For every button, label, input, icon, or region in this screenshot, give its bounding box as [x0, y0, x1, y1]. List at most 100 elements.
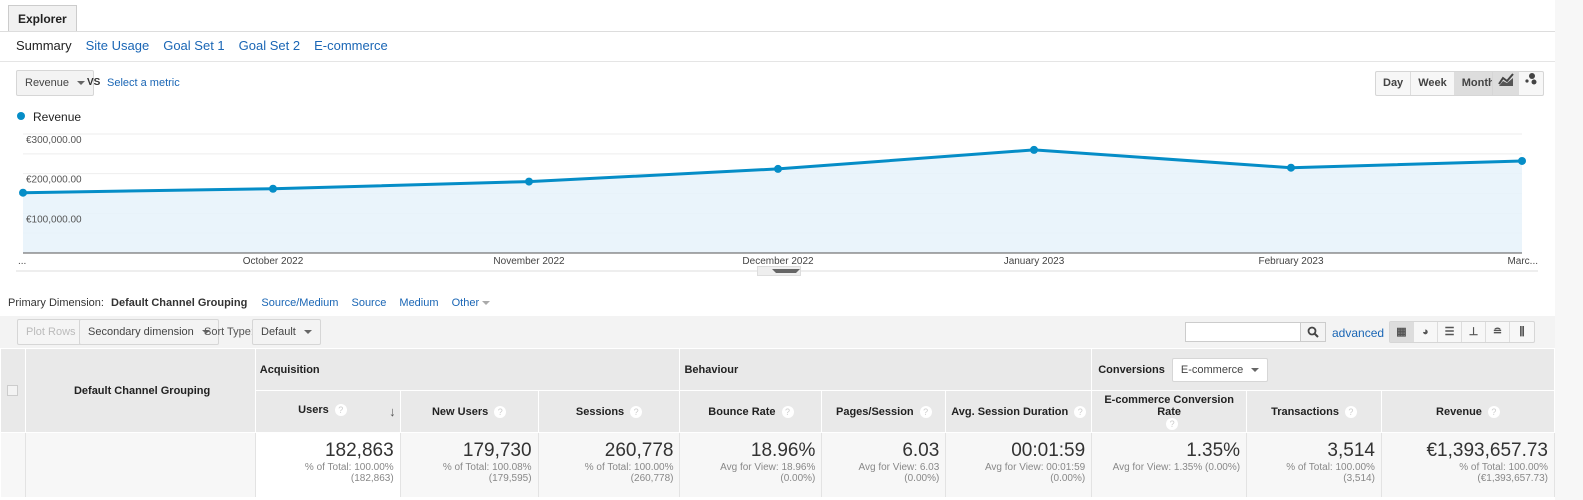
column-header-e-commerce-conversion-rate[interactable]: E-commerce Conversion Rate? — [1091, 390, 1248, 433]
total-sub: Avg for View: 6.03 — [858, 462, 940, 473]
data-point[interactable] — [774, 164, 782, 173]
x-tick-label: Marc... — [1507, 256, 1538, 267]
dimension-source[interactable]: Source — [351, 297, 387, 309]
column-header-revenue[interactable]: Revenue? — [1380, 390, 1556, 433]
nav-ecommerce[interactable]: E-commerce — [314, 38, 388, 53]
help-icon[interactable]: ? — [334, 404, 347, 416]
select-all-cell — [0, 348, 26, 433]
comparison-icon[interactable]: ⊥ — [1462, 322, 1486, 342]
total-sub: Avg for View: 1.35% (0.00%) — [1112, 462, 1241, 473]
pivot-icon[interactable]: ⫼ — [1519, 326, 1525, 338]
dimension-default-channel-grouping[interactable]: Default Channel Grouping — [111, 297, 248, 309]
term-cloud-icon[interactable]: ≘ — [1486, 322, 1510, 342]
advanced-link[interactable]: advanced — [1332, 326, 1385, 340]
table-search-input[interactable] — [1185, 322, 1301, 342]
column-label: Revenue — [1436, 405, 1482, 418]
dimension-other[interactable]: Other — [451, 297, 480, 309]
total-value: 18.96% — [750, 440, 816, 461]
column-header-bounce-rate[interactable]: Bounce Rate? — [679, 390, 823, 433]
conversions-value: E-commerce — [1180, 363, 1244, 376]
total-sub: Avg for View: 18.96% — [720, 462, 816, 473]
sort-type-label: Sort Type: — [204, 326, 254, 338]
week-button[interactable]: Week — [1411, 72, 1455, 95]
caret-down-icon — [303, 330, 312, 335]
pie-icon[interactable]: ◕ — [1414, 322, 1438, 342]
column-label: Bounce Rate — [708, 405, 776, 418]
column-header-pages-session[interactable]: Pages/Session? — [821, 390, 947, 433]
caret-down-icon — [772, 269, 800, 273]
total-sub: % of Total: 100.00% — [1286, 462, 1375, 473]
column-header-transactions[interactable]: Transactions? — [1246, 390, 1382, 433]
nav-goal-set-1[interactable]: Goal Set 1 — [163, 38, 225, 53]
help-icon[interactable]: ? — [1344, 405, 1357, 418]
grid-icon[interactable]: ▦ — [1390, 322, 1414, 342]
conversions-dropdown[interactable]: E-commerce — [1171, 357, 1269, 382]
table-view-toggle: ▦ ◕ ☰ ⊥ ≘ ⫼ — [1389, 321, 1535, 343]
metric-dropdown[interactable]: Revenue — [16, 70, 95, 96]
bar-icon[interactable]: ☰ — [1438, 322, 1462, 342]
column-label: E-commerce Conversion Rate — [1104, 393, 1234, 418]
total-pages-session: 6.03 Avg for View: 6.03 (0.00%) — [821, 432, 947, 497]
help-icon[interactable]: ? — [494, 405, 507, 418]
data-point[interactable] — [269, 184, 277, 193]
x-tick-label: January 2023 — [1004, 256, 1065, 267]
x-tick-label: October 2022 — [243, 256, 304, 267]
legend-revenue[interactable]: Revenue — [33, 110, 82, 124]
total-sub: Avg for View: 00:01:59 — [984, 462, 1086, 473]
legend-dot-icon — [17, 112, 25, 120]
total-bounce-rate: 18.96% Avg for View: 18.96% (0.00%) — [679, 432, 823, 497]
revenue-chart: €100,000.00 €200,000.00 €300,000.00... Octo… — [16, 133, 1538, 272]
column-header-sessions[interactable]: Sessions? — [537, 390, 681, 433]
chart-type-toggle — [1492, 71, 1544, 96]
help-icon[interactable]: ? — [781, 405, 794, 418]
help-icon[interactable]: ? — [1074, 405, 1087, 418]
caret-down-icon — [201, 330, 210, 335]
nav-site-usage[interactable]: Site Usage — [85, 38, 150, 53]
total-users: 182,863% of Total: 100.00% (182,863) — [255, 432, 401, 497]
motion-chart-icon[interactable] — [1519, 72, 1543, 95]
tab-explorer[interactable]: Explorer — [8, 5, 77, 32]
report-table: Default Channel Grouping Acquisition Beh… — [0, 348, 1556, 497]
nav-goal-set-2[interactable]: Goal Set 2 — [238, 38, 301, 53]
help-icon[interactable]: ? — [919, 405, 932, 418]
data-point[interactable] — [1518, 156, 1526, 165]
sort-type-dropdown[interactable]: Default — [252, 319, 321, 345]
dimension-medium[interactable]: Medium — [399, 297, 439, 309]
help-icon[interactable]: ? — [1487, 405, 1500, 418]
caret-down-icon — [1251, 367, 1260, 372]
nav-summary[interactable]: Summary — [16, 38, 72, 53]
divider — [0, 31, 1555, 32]
day-button[interactable]: Day — [1376, 72, 1412, 95]
divider — [0, 61, 1555, 62]
column-header-users[interactable]: Users? ↓ — [254, 390, 401, 433]
group-behaviour: Behaviour — [679, 348, 1093, 391]
total-sub: (179,595) — [488, 473, 532, 484]
sort-type-value: Default — [261, 326, 296, 338]
month-button[interactable]: Month — [1454, 72, 1502, 95]
total-sub: (0.00%) — [780, 473, 816, 484]
select-metric-link[interactable]: Select a metric — [107, 77, 180, 89]
sort-desc-arrow-icon[interactable]: ↓ — [389, 404, 396, 419]
x-tick-label: November 2022 — [493, 256, 565, 267]
secondary-dimension-dropdown[interactable]: Secondary dimension — [79, 319, 219, 345]
column-label: Users — [298, 404, 329, 416]
chart-collapse-handle[interactable] — [757, 266, 801, 276]
select-all-checkbox[interactable] — [7, 385, 19, 396]
dimension-source-medium[interactable]: Source/Medium — [261, 297, 339, 309]
checkbox-cell — [0, 432, 26, 497]
plot-rows-button[interactable]: Plot Rows — [17, 319, 85, 345]
help-icon[interactable]: ? — [630, 405, 643, 418]
x-tick-label: February 2023 — [1258, 256, 1323, 267]
column-header-avg-session-duration[interactable]: Avg. Session Duration? — [945, 390, 1093, 433]
search-button[interactable] — [1300, 322, 1326, 342]
data-point[interactable] — [1030, 145, 1038, 154]
total-transactions: 3,514% of Total: 100.00% (3,514) — [1246, 432, 1382, 497]
column-header-new-users[interactable]: New Users? — [399, 390, 539, 433]
data-point[interactable] — [525, 177, 533, 186]
total-sessions: 260,778% of Total: 100.00% (260,778) — [538, 432, 681, 497]
total-value: 179,730 — [462, 440, 532, 461]
help-icon[interactable]: ? — [1166, 417, 1179, 430]
line-chart-icon[interactable] — [1493, 72, 1519, 95]
data-point[interactable] — [1287, 163, 1295, 172]
data-point[interactable] — [19, 188, 27, 197]
